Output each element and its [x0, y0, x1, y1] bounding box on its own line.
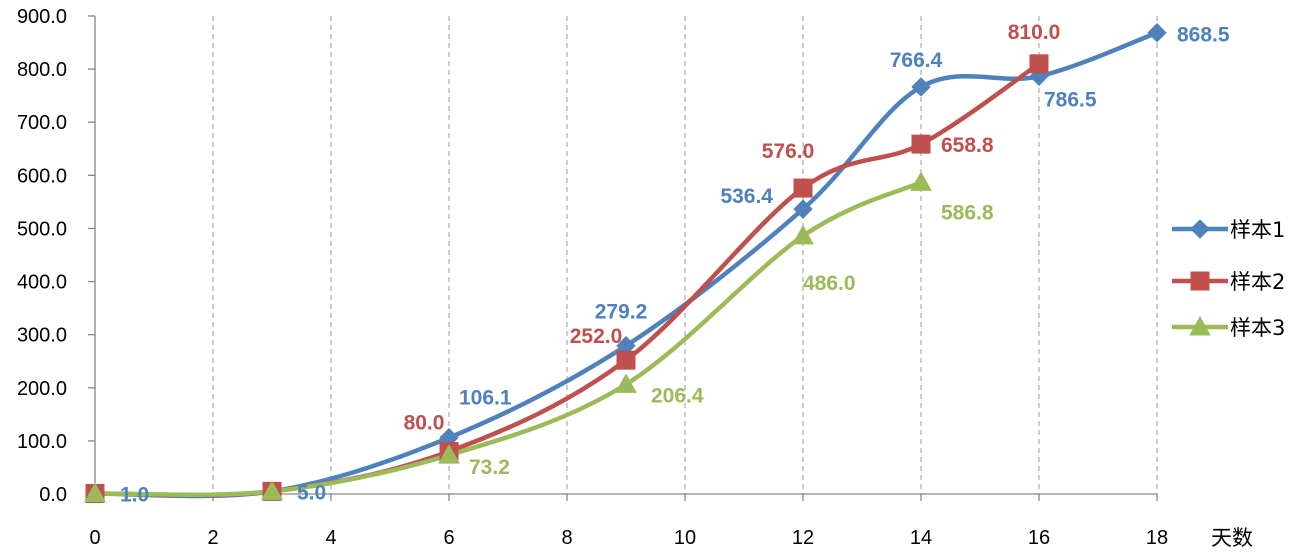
series-2-marker: [1029, 54, 1049, 74]
series-1-data-label: 786.5: [1044, 88, 1097, 111]
series-line-3: [92, 180, 924, 498]
series-1-data-label: 106.1: [459, 387, 512, 410]
series-line-1: [92, 30, 1160, 499]
legend: 样本1 样本2 样本3: [1172, 218, 1285, 340]
y-tick-label: 200.0: [17, 378, 67, 400]
series-3-data-label: 73.2: [469, 456, 510, 479]
series-1-marker: [1147, 23, 1167, 43]
x-tick-label: 12: [792, 527, 814, 549]
series-3-marker: [84, 482, 106, 502]
x-tick-label: 14: [910, 527, 932, 549]
series-3-marker: [615, 373, 637, 393]
series-lines: [92, 30, 1160, 499]
series-3-marker: [261, 480, 283, 500]
series-2-marker: [616, 350, 636, 370]
x-tick-label: 0: [89, 527, 100, 549]
legend-marker-1: [1190, 219, 1210, 239]
series-1-marker: [911, 77, 931, 97]
y-tick-label: 400.0: [17, 272, 67, 294]
x-tick-label: 8: [561, 527, 572, 549]
x-tick-label: 4: [325, 527, 336, 549]
y-tick-label: 300.0: [17, 325, 67, 347]
series-3-marker: [910, 171, 932, 191]
axes: [94, 16, 1157, 495]
series-2-marker: [793, 178, 813, 198]
legend-label-3: 样本3: [1230, 316, 1285, 340]
x-tick-label: 2: [207, 527, 218, 549]
legend-label-1: 样本1: [1230, 218, 1285, 242]
x-tick-label: 16: [1028, 527, 1050, 549]
y-tick-label: 500.0: [17, 218, 67, 240]
series-1-data-label: 279.2: [595, 301, 648, 324]
x-tick-label: 18: [1146, 527, 1168, 549]
series-2-data-label: 80.0: [404, 412, 445, 435]
series-1-data-label: 766.4: [890, 49, 943, 72]
y-axis-ticks: 0.0 100.0 200.0 300.0 400.0 500.0 600.0 700.0 80…: [17, 6, 95, 506]
series-2-data-label: 252.0: [570, 325, 623, 348]
series-3-marker: [792, 224, 814, 245]
series-3-marker: [438, 444, 460, 464]
x-tick-label: 6: [443, 527, 454, 549]
legend-marker-2: [1190, 271, 1210, 291]
series-1-data-label: 536.4: [720, 185, 773, 208]
y-tick-label: 800.0: [17, 59, 67, 81]
series-1-data-label: 1.0: [120, 483, 149, 506]
series-1-data-label: 5.0: [297, 481, 326, 504]
x-axis-unit-label: 天数: [1211, 526, 1253, 550]
series-markers: [84, 23, 1167, 504]
legend-label-2: 样本2: [1230, 270, 1285, 294]
series-3-data-label: 486.0: [803, 272, 856, 295]
series-2-marker: [911, 134, 931, 154]
y-tick-label: 0.0: [39, 484, 67, 506]
y-tick-label: 600.0: [17, 165, 67, 187]
vertical-gridlines: [212, 16, 1158, 494]
y-tick-label: 900.0: [17, 6, 67, 28]
series-3-data-label: 206.4: [651, 384, 704, 407]
data-labels: 1.0 5.0 106.1 279.2 536.4 766.4 786.5 868.5 80.0…: [120, 21, 1230, 507]
series-2-data-label: 576.0: [762, 140, 815, 163]
series-3-data-label: 586.8: [941, 201, 994, 224]
x-axis-ticks: 0 2 4 6 8 10 12 14 16 18: [89, 494, 1168, 549]
series-1-data-label: 868.5: [1177, 24, 1230, 47]
legend-marker-3: [1189, 315, 1211, 336]
series-2-data-label: 810.0: [1008, 21, 1061, 44]
series-2-data-label: 658.8: [941, 134, 994, 157]
y-tick-label: 100.0: [17, 431, 67, 453]
y-tick-label: 700.0: [17, 112, 67, 134]
x-tick-label: 10: [674, 527, 696, 549]
series-1-marker: [793, 199, 813, 219]
